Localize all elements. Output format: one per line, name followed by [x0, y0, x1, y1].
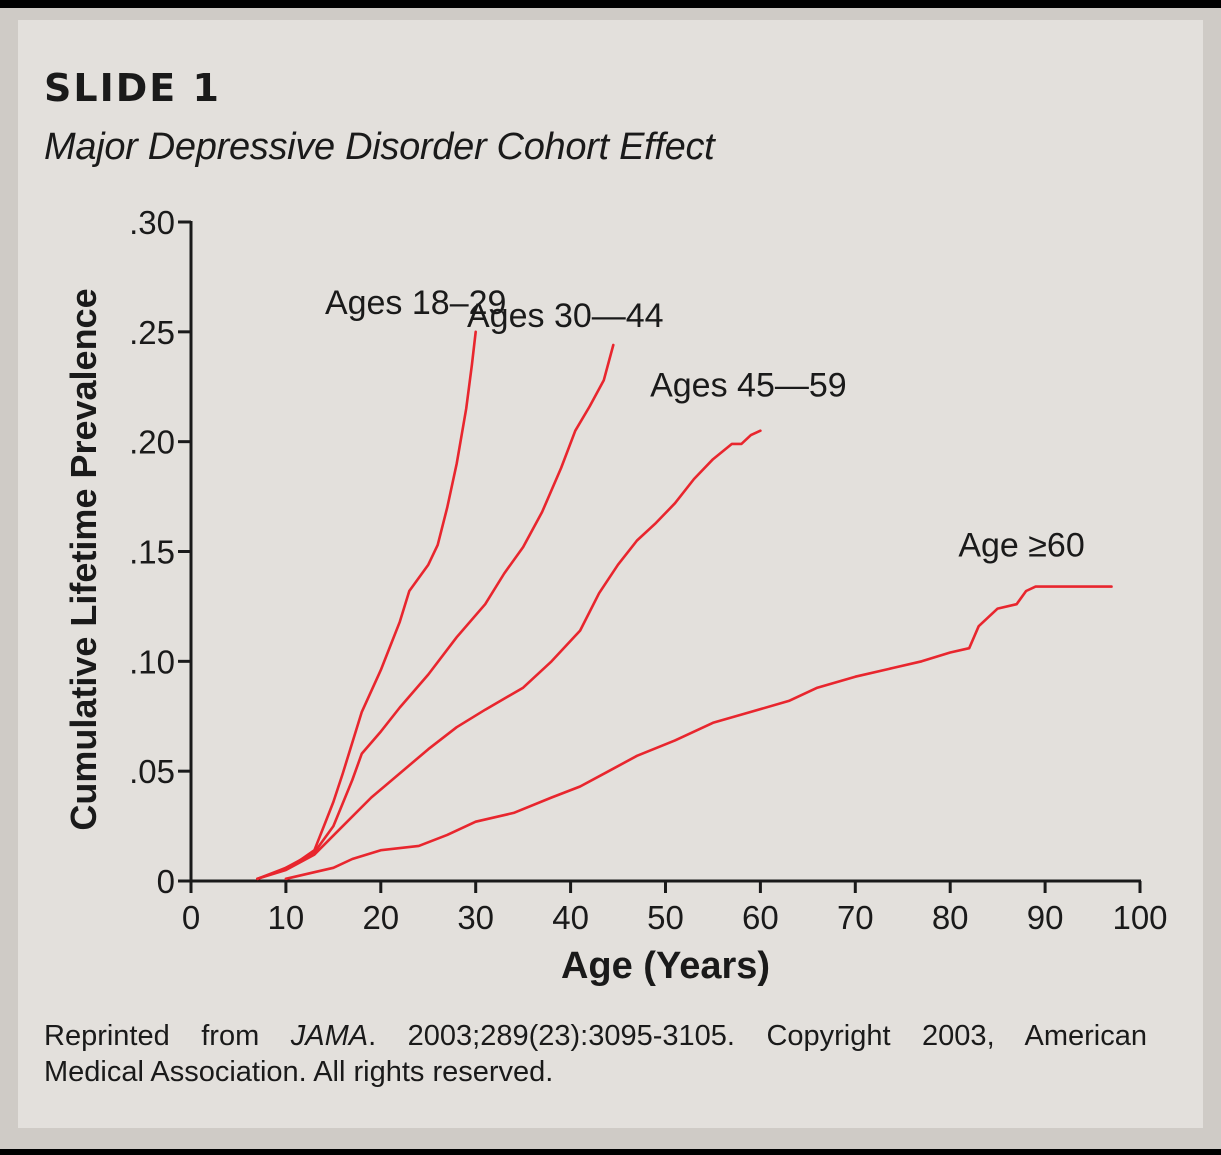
- caption-rest: . 2003;289(23):3095-3105. Copyright 2003…: [368, 1020, 1147, 1052]
- x-tick-label: 20: [362, 899, 399, 936]
- x-tick-label: 100: [1112, 899, 1167, 936]
- x-tick-label: 60: [742, 899, 779, 936]
- series-lines: [256, 330, 1113, 881]
- x-tick-label: 40: [552, 899, 589, 936]
- y-tick-label: 0: [157, 863, 175, 900]
- series-label-1: Ages 18–29: [325, 284, 507, 322]
- citation-caption: Reprinted from JAMA. 2003;289(23):3095-3…: [44, 1018, 1147, 1090]
- y-axis: 0 .05 .10 .15 .20 .25 .30: [129, 204, 193, 900]
- x-tick-label: 0: [182, 899, 200, 936]
- x-tick-label: 90: [1027, 899, 1064, 936]
- chart-subtitle: Major Depressive Disorder Cohort Effect: [44, 126, 715, 168]
- x-tick-label: 80: [932, 899, 969, 936]
- series-label-3: Ages 45—59: [650, 367, 847, 405]
- series-label-4: Age ≥60: [958, 527, 1084, 565]
- y-tick-label: .20: [129, 424, 175, 461]
- x-tick-label: 10: [268, 899, 305, 936]
- y-tick-label: .15: [129, 534, 175, 571]
- y-axis-label: Cumulative Lifetime Prevalence: [63, 288, 104, 830]
- caption-prefix: Reprinted from: [44, 1020, 291, 1052]
- series-line-4: [284, 585, 1113, 881]
- x-tick-label: 30: [457, 899, 494, 936]
- caption-journal: JAMA: [290, 1020, 369, 1052]
- series-label-2: Ages 30—44: [467, 297, 664, 335]
- y-tick-label: .30: [129, 204, 175, 241]
- series-line-3: [256, 429, 762, 881]
- x-axis: 0 10 20 30 40 50 60 70 80 90 100: [182, 879, 1168, 936]
- y-tick-label: .05: [129, 753, 175, 790]
- slide-label: SLIDE 1: [44, 66, 221, 110]
- y-tick-label: .10: [129, 643, 175, 680]
- x-tick-label: 70: [837, 899, 874, 936]
- x-axis-label: Age (Years): [561, 945, 770, 987]
- series-line-1: [256, 330, 477, 881]
- caption-line2: Medical Association. All rights reserved…: [44, 1056, 554, 1088]
- y-tick-label: .25: [129, 314, 175, 351]
- x-tick-label: 50: [647, 899, 684, 936]
- series-line-2: [256, 343, 615, 881]
